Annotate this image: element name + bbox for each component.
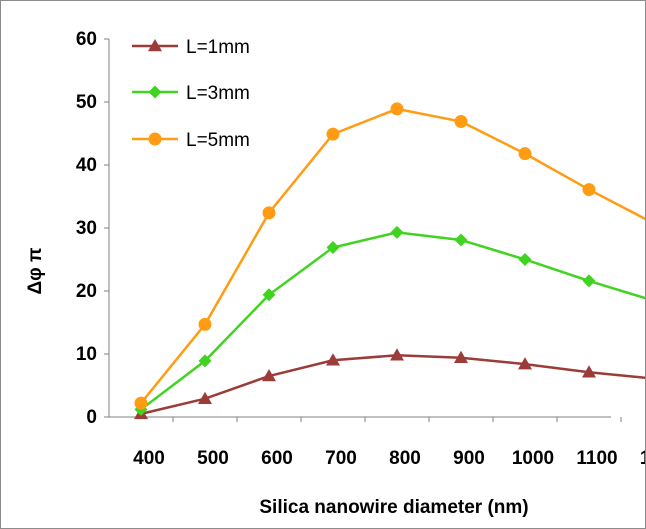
legend-label-2: L=3mm bbox=[186, 83, 250, 104]
x-tick-label: 1100 bbox=[576, 448, 617, 469]
data-point-1 bbox=[262, 369, 276, 382]
x-tick-label: 800 bbox=[389, 448, 421, 469]
data-point-1 bbox=[454, 350, 468, 364]
data-point-3 bbox=[198, 317, 212, 331]
series-line-2 bbox=[140, 231, 645, 411]
x-tick-label: 400 bbox=[133, 448, 165, 469]
y-tick-label: 0 bbox=[86, 407, 97, 428]
y-tick-label: 40 bbox=[76, 155, 97, 176]
data-point-3 bbox=[390, 102, 404, 116]
data-point-3 bbox=[326, 127, 340, 141]
data-point-1 bbox=[198, 391, 212, 404]
y-tick-label: 30 bbox=[76, 218, 97, 239]
data-point-1 bbox=[326, 353, 340, 366]
data-point-3 bbox=[262, 206, 276, 220]
y-tick-label: 20 bbox=[76, 281, 97, 302]
data-point-2 bbox=[454, 233, 468, 247]
data-point-2 bbox=[262, 288, 276, 302]
data-point-1 bbox=[582, 365, 596, 378]
legend-marker-2 bbox=[148, 85, 162, 99]
x-tick-label: 700 bbox=[325, 448, 357, 469]
y-tick-label: 10 bbox=[76, 344, 97, 365]
y-tick-label: 60 bbox=[76, 29, 97, 50]
x-tick-label: 1000 bbox=[512, 448, 554, 469]
legend-label-3: L=5mm bbox=[186, 130, 250, 151]
data-point-3 bbox=[518, 147, 532, 161]
data-point-3 bbox=[134, 396, 148, 410]
data-point-2 bbox=[582, 274, 596, 288]
data-point-1 bbox=[390, 348, 404, 361]
series-line-1 bbox=[140, 354, 645, 416]
legend-marker-1 bbox=[148, 39, 162, 52]
data-point-2 bbox=[198, 354, 212, 368]
legend-marker-3 bbox=[148, 132, 162, 146]
data-point-3 bbox=[582, 183, 596, 197]
x-tick-label: 1200 bbox=[640, 448, 645, 469]
data-point-3 bbox=[454, 115, 468, 129]
y-axis-title: Δφ π bbox=[25, 247, 46, 295]
legend-label-1: L=1mm bbox=[186, 37, 250, 58]
x-axis-title: Silica nanowire diameter (nm) bbox=[259, 497, 528, 518]
data-point-1 bbox=[518, 357, 532, 370]
x-tick-label: 500 bbox=[197, 448, 229, 469]
data-point-2 bbox=[518, 253, 532, 266]
plot-area: 0 10 20 30 40 50 60 400 500 600 700 800 900 1000 1100 1… bbox=[76, 29, 645, 469]
x-tick-label: 600 bbox=[261, 448, 293, 469]
data-point-2 bbox=[390, 225, 404, 239]
data-point-2 bbox=[326, 241, 340, 255]
y-tick-label: 50 bbox=[76, 92, 97, 113]
x-tick-label: 900 bbox=[453, 448, 485, 469]
